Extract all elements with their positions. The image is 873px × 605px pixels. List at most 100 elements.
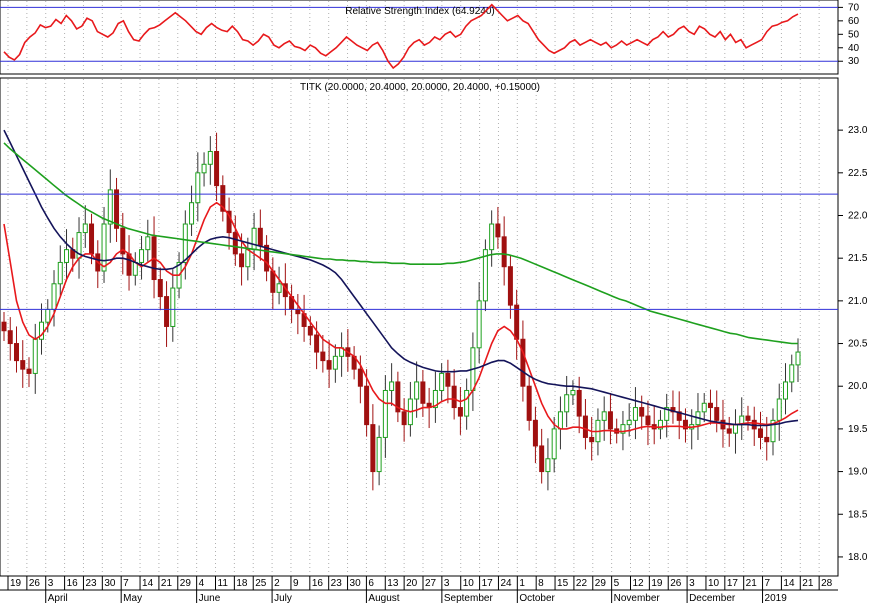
ohlc-body (732, 424, 738, 434)
ohlc-body (232, 232, 238, 255)
x-tick-label: 21 (746, 578, 758, 589)
x-tick-label: 24 (500, 578, 512, 589)
ohlc-body (145, 236, 151, 251)
price-y-tick-label: 19.0 (848, 467, 868, 478)
price-y-axis: 18.0 18.5 19.0 19.5 20.0 20.5 21.0 21.5 22.0 22.5… (838, 125, 868, 563)
x-tick-label: 16 (312, 578, 324, 589)
month-label: November (614, 593, 661, 604)
ohlc-body (789, 364, 795, 383)
ohlc-body (589, 436, 595, 443)
ohlc-body (495, 223, 501, 238)
ohlc-body (770, 419, 776, 443)
ohlc-body (464, 389, 470, 417)
ohlc-body (245, 249, 251, 268)
ohlc-body (189, 202, 195, 225)
ohlc-body (320, 351, 326, 362)
x-tick-label: 7 (765, 578, 771, 589)
month-label: October (519, 593, 555, 604)
price-title: TITK (20.0000, 20.4000, 20.0000, 20.4000… (300, 82, 540, 93)
month-label: 2019 (765, 593, 788, 604)
ohlc-body (332, 355, 338, 370)
x-tick-label: 26 (670, 578, 682, 589)
ohlc-body (26, 368, 32, 374)
x-tick-label: 5 (614, 578, 620, 589)
ohlc-body (89, 223, 95, 255)
ohlc-body (645, 415, 651, 426)
x-tick-label: 1 (519, 578, 525, 589)
ohlc-body (745, 415, 751, 421)
x-tick-label: 9 (293, 578, 299, 589)
ohlc-body (276, 283, 282, 293)
x-tick-label: 19 (651, 578, 663, 589)
price-panel: 18.0 18.5 19.0 19.5 20.0 20.5 21.0 21.5 22.0 22.5… (0, 77, 868, 577)
ohlc-body (451, 385, 457, 409)
x-tick-label: 16 (67, 578, 79, 589)
price-y-tick-label: 22.5 (848, 168, 868, 179)
ohlc-body (257, 227, 263, 246)
x-axis: 19 26 3 16 23 30 7 14 21 29 4 11 18 25 2 9 16 23 30 6 13 20 27… (0, 576, 838, 604)
ohlc-body (101, 223, 107, 272)
x-tick-label: 4 (199, 578, 205, 589)
ohlc-body (295, 308, 301, 315)
rsi-y-tick-label: 60 (848, 16, 860, 27)
month-label: September (444, 593, 494, 604)
ohlc-body (357, 368, 363, 387)
price-y-tick-label: 21.0 (848, 296, 868, 307)
ohlc-body (64, 249, 70, 263)
ohlc-body (520, 338, 526, 387)
ohlc-body (701, 402, 707, 413)
x-tick-label: 26 (29, 578, 41, 589)
price-y-tick-label: 19.5 (848, 424, 868, 435)
x-tick-label: 3 (689, 578, 695, 589)
ohlc-body (239, 253, 245, 268)
ohlc-body (795, 351, 801, 366)
ohlc-body (707, 402, 713, 409)
price-y-tick-label: 18.5 (848, 509, 868, 520)
rsi-y-axis: 30 40 50 60 70 (838, 2, 860, 67)
x-axis-ticks: 19 26 3 16 23 30 7 14 21 29 4 11 18 25 2 9 16 23 30 6 13 20 27… (7, 576, 833, 590)
x-tick-label: 8 (538, 578, 544, 589)
ohlc-body (389, 381, 395, 391)
ohlc-body (507, 266, 513, 306)
price-y-tick-label: 22.0 (848, 211, 868, 222)
x-tick-label: 13 (387, 578, 399, 589)
x-tick-label: 2 (274, 578, 280, 589)
rsi-series (3, 3, 799, 70)
ohlc-body (526, 385, 532, 421)
x-tick-label: 15 (557, 578, 569, 589)
ohlc-body (576, 389, 582, 417)
month-label: August (368, 593, 399, 604)
x-tick-label: 17 (482, 578, 494, 589)
x-tick-label: 7 (123, 578, 129, 589)
ohlc-body (382, 389, 388, 438)
ohlc-body (395, 381, 401, 413)
x-tick-label: 21 (161, 578, 173, 589)
x-tick-label: 23 (85, 578, 97, 589)
price-y-tick-label: 20.0 (848, 381, 868, 392)
month-label: May (123, 593, 142, 604)
ohlc-body (201, 163, 207, 174)
ohlc-body (195, 172, 201, 204)
x-tick-label: 3 (444, 578, 450, 589)
rsi-y-tick-label: 70 (848, 2, 860, 13)
price-panel-frame (0, 77, 839, 577)
ohlc-body (314, 334, 320, 353)
x-tick-label: 3 (48, 578, 54, 589)
month-label: December (689, 593, 736, 604)
rsi-grid (0, 1, 838, 73)
ohlc-body (20, 360, 26, 370)
moving-average-line-2 (3, 129, 799, 427)
ohlc-body (376, 436, 382, 473)
ohlc-body (439, 372, 445, 391)
ohlc-body (264, 244, 270, 272)
ohlc-body (220, 185, 226, 212)
x-tick-label: 10 (463, 578, 475, 589)
ohlc-body (401, 411, 407, 426)
price-reference-lines (0, 193, 838, 310)
ohlc-body (539, 445, 545, 473)
rsi-line (3, 3, 799, 70)
price-ohlc-bars (1, 132, 801, 491)
x-tick-label: 20 (406, 578, 418, 589)
x-tick-label: 29 (595, 578, 607, 589)
